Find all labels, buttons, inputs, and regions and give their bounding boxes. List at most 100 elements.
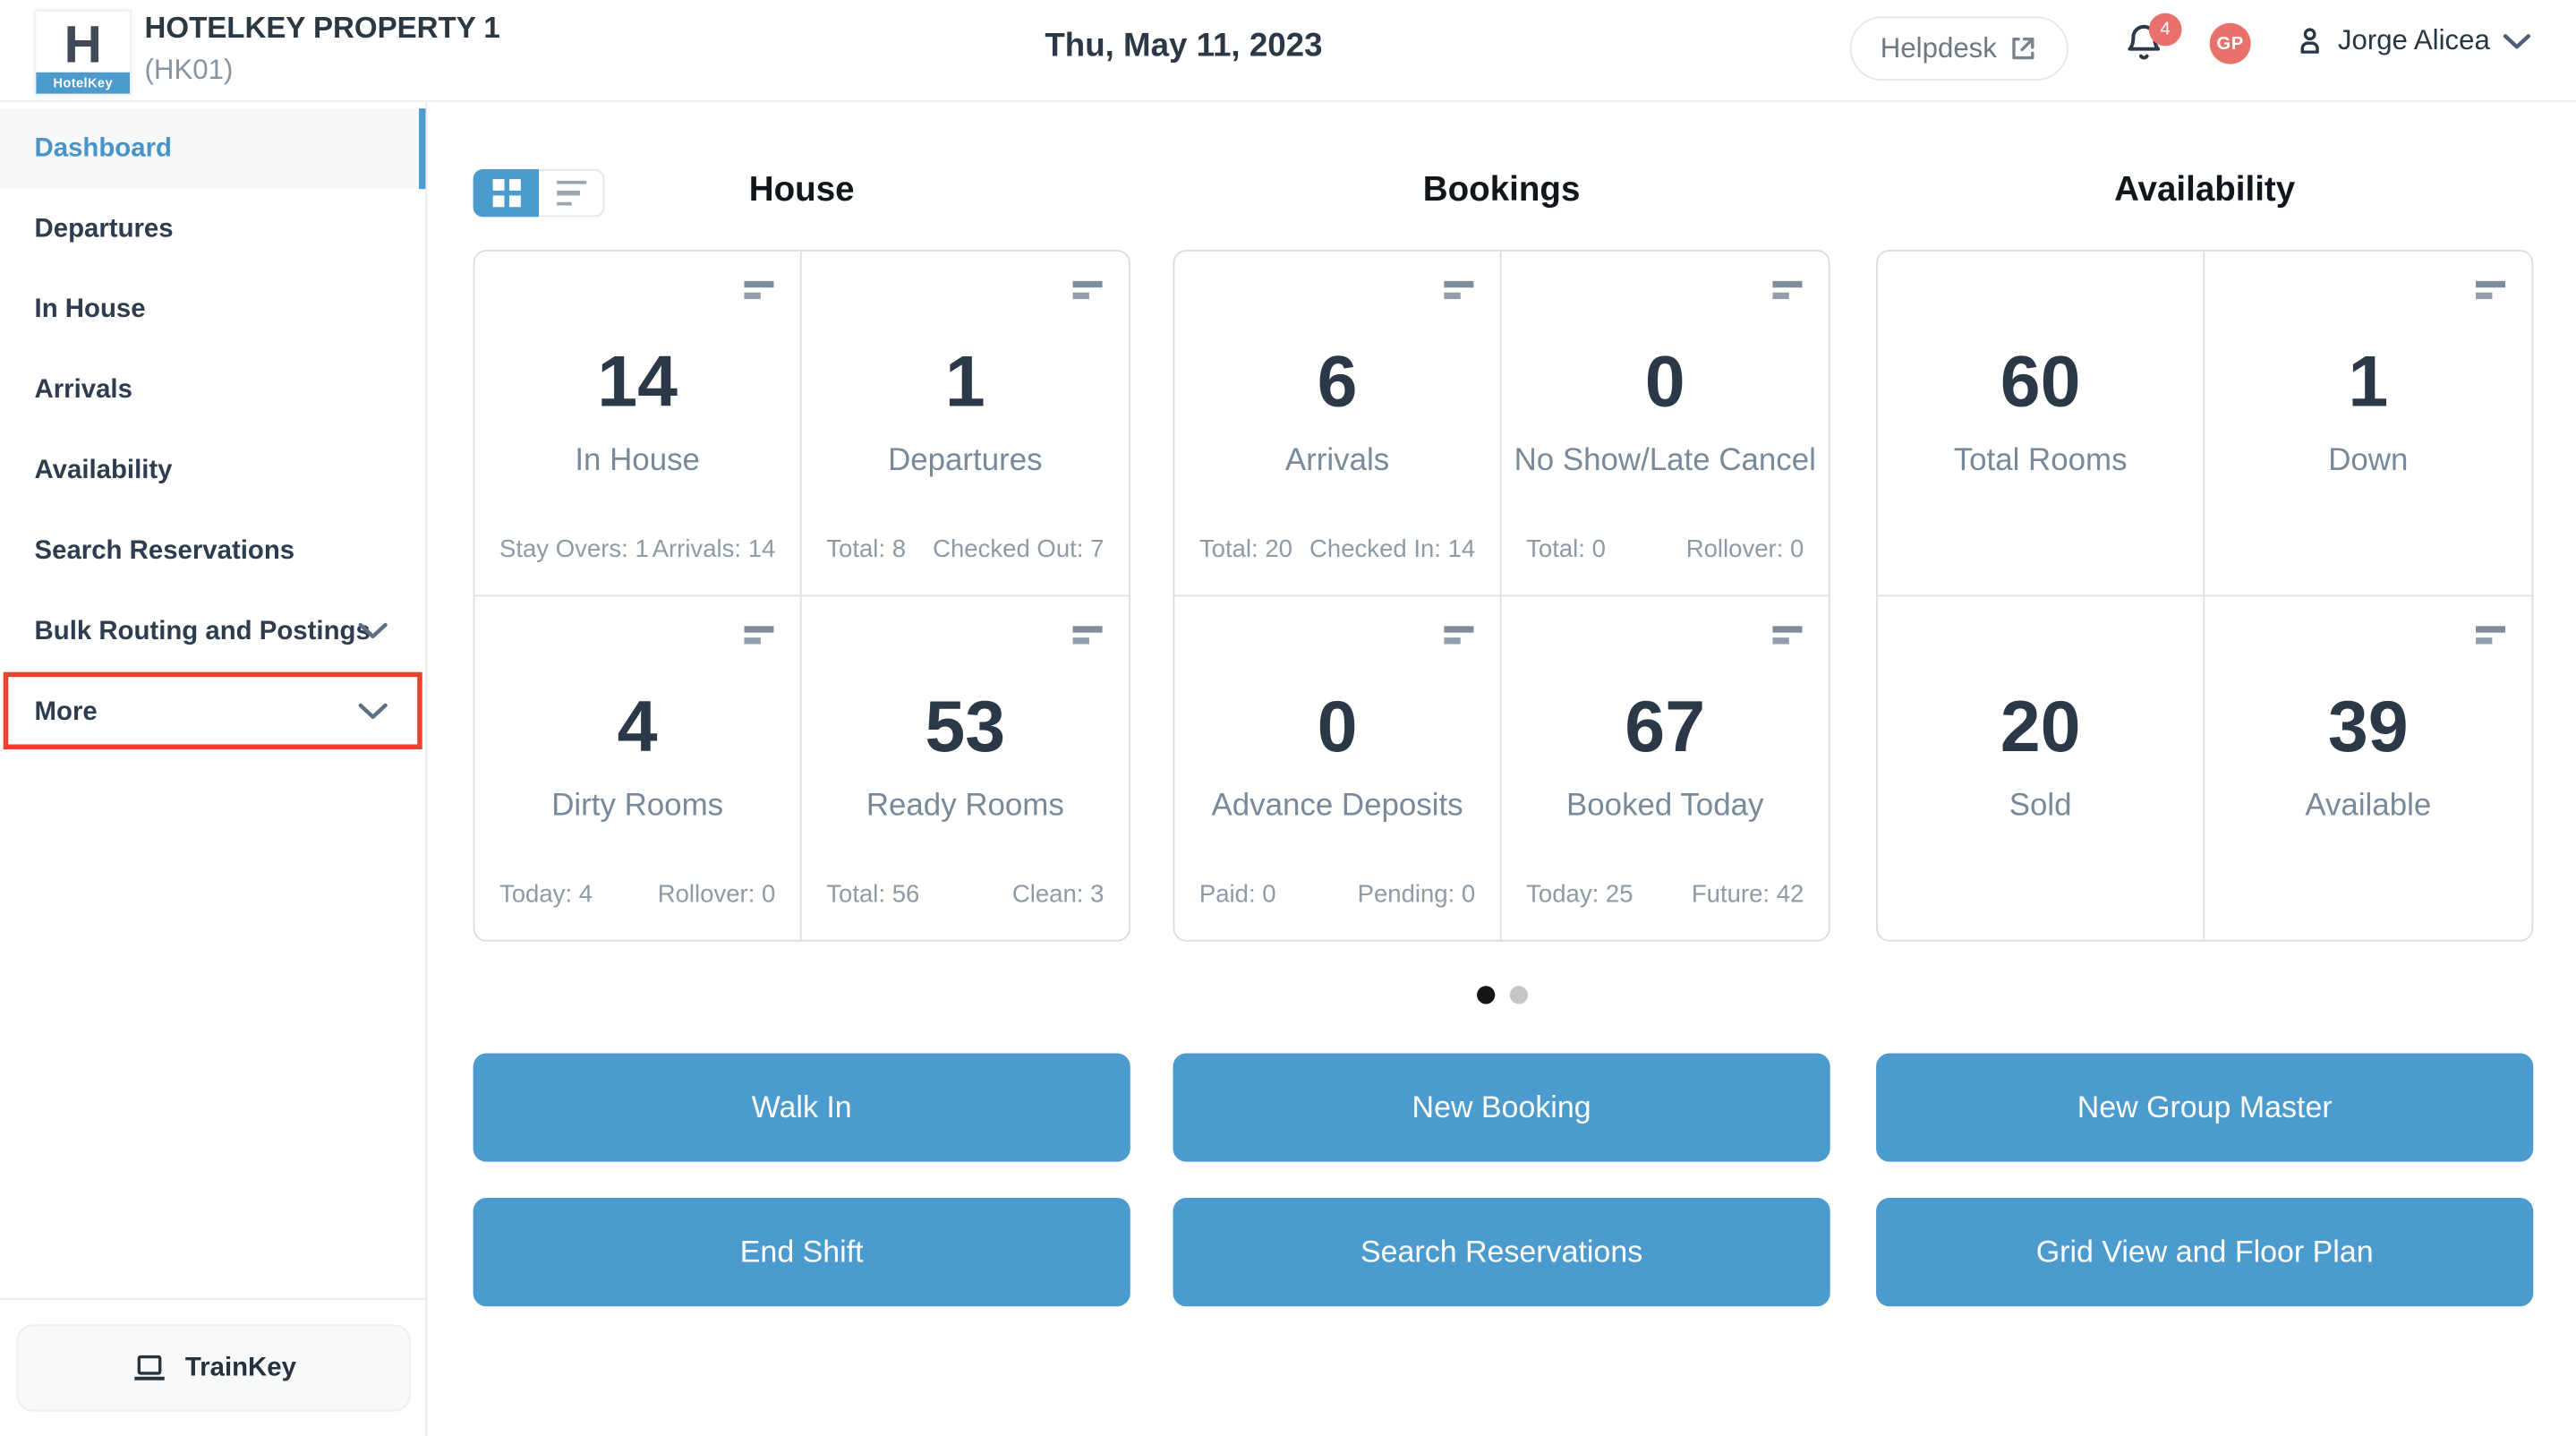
house-card-group: 14 In House Stay Overs: 1 Arrivals: 14 1… [473,249,1130,942]
external-link-icon [2010,35,2038,63]
stat-right: Future: 42 [1691,880,1804,910]
pagination-dot-active[interactable] [1476,986,1495,1004]
sidebar-item-dashboard[interactable]: Dashboard [0,108,426,190]
card-ready-rooms[interactable]: 53 Ready Rooms Total: 56 Clean: 3 [802,595,1129,940]
laptop-icon [131,1352,166,1385]
grid-view-button[interactable] [473,169,540,218]
sidebar-item-availability[interactable]: Availability [0,431,425,511]
card-label: Available [2305,788,2432,824]
property-title: HOTELKEY PROPERTY 1 (HK01) [145,10,500,87]
card-label: Sold [2009,788,2072,824]
property-code: (HK01) [144,53,234,85]
card-value: 53 [925,686,1006,767]
section-title-bookings: Bookings [1422,170,1581,209]
section-title-house: House [748,170,855,209]
chevron-down-icon [2502,31,2531,51]
card-label: Total Rooms [1953,443,2128,478]
stat-left: Total: 56 [826,880,920,910]
card-stats: Today: 4 Rollover: 0 [474,881,799,940]
search-reservations-button[interactable]: Search Reservations [1173,1198,1830,1307]
card-label: Booked Today [1566,788,1764,824]
sort-bars-icon [1072,625,1103,644]
card-value: 6 [1317,341,1358,423]
pagination-dot[interactable] [1508,986,1528,1004]
walk-in-button[interactable]: Walk In [473,1053,1130,1162]
card-down[interactable]: 1 Down [2205,252,2532,596]
list-view-button[interactable] [539,169,605,218]
stat-right: Clean: 3 [1011,880,1105,910]
sort-bars-icon [744,280,774,300]
sidebar-item-label: In House [34,295,146,323]
card-departures[interactable]: 1 Departures Total: 8 Checked Out: 7 [801,252,1129,596]
card-no-show-late-cancel[interactable]: 0 No Show/Late Cancel Total: 0 Rollover:… [1501,252,1829,596]
avatar[interactable]: GP [2209,22,2251,64]
stat-left: Total: 0 [1526,534,1606,563]
card-stats: Total: 0 Rollover: 0 [1502,534,1829,594]
card-in-house[interactable]: 14 In House Stay Overs: 1 Arrivals: 14 [474,251,802,596]
new-group-master-button[interactable]: New Group Master [1876,1053,2534,1162]
sort-bars-icon [1772,625,1803,644]
card-dirty-rooms[interactable]: 4 Dirty Rooms Today: 4 Rollover: 0 [474,595,802,940]
sidebar-item-label: Arrivals [34,375,132,404]
sort-bars-icon [1772,280,1803,300]
card-booked-today[interactable]: 67 Booked Today Today: 25 Future: 42 [1502,595,1829,940]
card-total-rooms[interactable]: 60 Total Rooms [1877,251,2205,596]
stat-left: Today: 4 [499,880,593,910]
sort-bars-icon [744,625,774,644]
sidebar-item-label: More [34,697,98,726]
sort-bars-icon [2476,625,2506,644]
sort-bars-icon [1444,280,1474,300]
top-bar: H HotelKey HOTELKEY PROPERTY 1 (HK01) Th… [0,0,2576,102]
sidebar-item-departures[interactable]: Departures [0,189,425,269]
user-name: Jorge Alicea [2337,24,2490,56]
card-label: Down [2328,443,2409,478]
stat-left: Total: 8 [826,534,907,563]
person-icon [2293,23,2326,59]
sidebar-item-more[interactable]: More [0,671,425,753]
card-value: 0 [1317,686,1358,767]
sidebar-nav: Dashboard Departures In House Arrivals A… [0,100,426,753]
grid-view-icon [491,179,520,208]
stat-right: Checked In: 14 [1309,534,1476,563]
stat-right: Rollover: 0 [1685,534,1804,563]
sort-bars-icon [1072,280,1103,300]
card-value: 14 [597,341,678,423]
sidebar-item-in-house[interactable]: In House [0,269,425,350]
helpdesk-label: Helpdesk [1880,31,1997,64]
grid-view-floor-plan-button[interactable]: Grid View and Floor Plan [1876,1198,2534,1307]
card-stats: Today: 25 Future: 42 [1502,881,1829,940]
card-sold[interactable]: 20 Sold [1878,595,2205,940]
user-menu[interactable]: Jorge Alicea [2293,23,2530,59]
helpdesk-button[interactable]: Helpdesk [1849,16,2068,81]
card-value: 60 [2000,341,2081,423]
card-label: Arrivals [1284,443,1390,478]
card-stats: Total: 20 Checked In: 14 [1174,534,1499,594]
end-shift-button[interactable]: End Shift [473,1198,1130,1307]
sidebar-item-arrivals[interactable]: Arrivals [0,350,425,431]
view-toggle [473,169,605,218]
trainkey-button[interactable]: TrainKey [16,1324,411,1412]
card-value: 20 [2000,686,2081,767]
card-label: Departures [888,443,1043,478]
card-value: 4 [617,686,658,767]
card-arrivals[interactable]: 6 Arrivals Total: 20 Checked In: 14 [1174,251,1502,596]
card-advance-deposits[interactable]: 0 Advance Deposits Paid: 0 Pending: 0 [1174,595,1502,940]
sidebar-item-search-reservations[interactable]: Search Reservations [0,511,425,592]
sidebar-footer: TrainKey [0,1298,426,1412]
notifications-button[interactable]: 4 [2122,13,2182,77]
card-value: 1 [2348,341,2389,423]
notification-badge: 4 [2148,13,2182,47]
sidebar-item-bulk-routing-and-postings[interactable]: Bulk Routing and Postings [0,592,425,672]
new-booking-button[interactable]: New Booking [1173,1053,1830,1162]
stat-right: Arrivals: 14 [652,534,776,563]
stat-left: Today: 25 [1526,880,1633,910]
stat-right: Pending: 0 [1357,880,1476,910]
section-title-availability: Availability [2114,170,2296,209]
card-available[interactable]: 39 Available [2205,595,2531,940]
card-value: 39 [2327,686,2409,767]
carousel-pagination [0,986,2576,1004]
sidebar-item-label: Availability [34,456,173,484]
bell-icon [2122,21,2178,64]
card-stats: Paid: 0 Pending: 0 [1174,881,1499,940]
